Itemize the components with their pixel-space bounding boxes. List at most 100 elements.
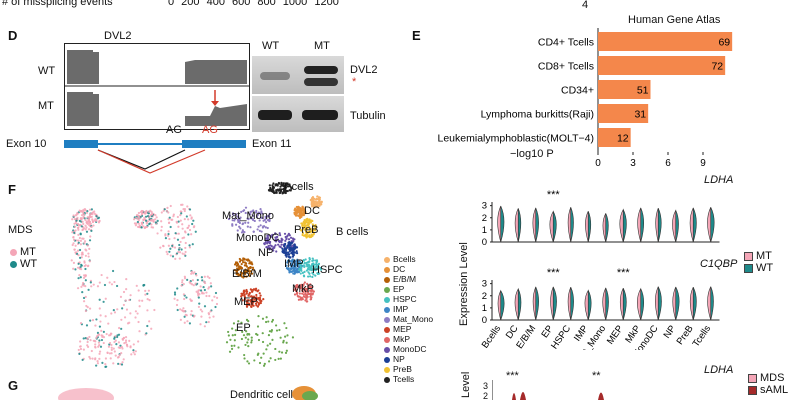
celltype-dot-icon bbox=[384, 256, 390, 263]
celltype-legend-item: EP bbox=[384, 284, 433, 294]
significance-marker: *** bbox=[547, 267, 561, 279]
violin-ylabel: Expression Level bbox=[458, 242, 470, 326]
g-ylabel: Level bbox=[460, 371, 472, 398]
blot-tubulin bbox=[252, 96, 344, 132]
x-tick-label: 3 bbox=[630, 158, 636, 166]
mds-legend-title: MDS bbox=[8, 224, 33, 236]
cluster-label: DC bbox=[304, 205, 320, 217]
blot-asterisk: * bbox=[352, 76, 357, 88]
celltype-legend-item: MonoDC bbox=[384, 344, 433, 354]
violin-ytick: 3 bbox=[482, 201, 487, 212]
celltype-legend-item: HSPC bbox=[384, 294, 433, 304]
violin-gene-top: LDHA bbox=[704, 174, 734, 186]
violin-ytick: 2 bbox=[482, 291, 487, 302]
umap-mds-genotype bbox=[70, 203, 219, 368]
bar-data-label: 31 bbox=[634, 109, 646, 121]
mt-swatch-icon bbox=[744, 251, 753, 261]
bar-data-label: 12 bbox=[617, 133, 629, 145]
mt-exon10-coverage bbox=[67, 92, 99, 126]
ag-alternative: AG bbox=[202, 124, 218, 136]
g-ytick-3: 3 bbox=[483, 381, 489, 391]
exon10-label: Exon 10 bbox=[6, 138, 47, 150]
missplicing-ticks: 0 200 400 600 800 1000 1200 bbox=[168, 0, 339, 8]
violin-ytick: 0 bbox=[482, 315, 487, 326]
coverage-track-box bbox=[64, 43, 250, 130]
cluster-label: NP bbox=[258, 247, 274, 259]
wt-dot-icon bbox=[10, 260, 17, 268]
blot-col-wt: WT bbox=[262, 40, 280, 52]
celltype-dot-icon bbox=[384, 286, 390, 293]
blot-row-dvl2: DVL2 bbox=[350, 64, 378, 76]
bar-0 bbox=[598, 32, 733, 51]
celltype-legend-item: IMP bbox=[384, 304, 433, 314]
mds-legend-wt: WT bbox=[10, 258, 37, 270]
x-tick-label: 9 bbox=[700, 158, 706, 166]
violin-category-label: MEP bbox=[605, 323, 626, 346]
bar-2 bbox=[598, 80, 651, 99]
cluster-label: E/B/M bbox=[232, 268, 262, 280]
x-tick-label: 0 bbox=[595, 158, 601, 166]
significance-marker: *** bbox=[547, 189, 561, 201]
bar-4 bbox=[598, 128, 631, 147]
cluster-label: T cells bbox=[282, 181, 314, 193]
celltype-dot-icon bbox=[384, 356, 390, 363]
celltype-dot-icon bbox=[384, 266, 390, 273]
mt-dot-icon bbox=[10, 248, 17, 256]
umap-g-partial bbox=[58, 388, 114, 400]
panel-g-letter: G bbox=[8, 378, 19, 393]
g-legend: MDS sAML bbox=[748, 372, 788, 396]
celltype-legend-item: Tcells bbox=[384, 374, 433, 384]
wt-exon10-coverage bbox=[67, 50, 99, 84]
bar-category-label: Lymphoma burkitts(Raji) bbox=[481, 109, 594, 121]
track-label-wt: WT bbox=[38, 65, 56, 77]
celltype-dot-icon bbox=[384, 296, 390, 303]
cluster-label: PreB bbox=[294, 224, 319, 236]
violin-ytick: 3 bbox=[482, 279, 487, 290]
wt-exon11-coverage bbox=[185, 60, 247, 84]
celltype-legend-item: NP bbox=[384, 354, 433, 364]
blot-row-tubulin: Tubulin bbox=[350, 110, 386, 122]
g-ytick-2: 2 bbox=[483, 391, 489, 401]
cluster-label: EP bbox=[236, 322, 251, 334]
celltype-dot-icon bbox=[384, 306, 390, 313]
g-gene-label: LDHA bbox=[704, 364, 734, 376]
mds-swatch-icon bbox=[748, 373, 757, 383]
umap-celltypes bbox=[225, 181, 323, 367]
cluster-label: HSPC bbox=[312, 264, 343, 276]
celltype-dot-icon bbox=[384, 376, 390, 383]
top-right-value: 4 bbox=[582, 0, 589, 11]
violin-ytick: 2 bbox=[482, 213, 487, 224]
g-violin-partial bbox=[492, 380, 604, 400]
saml-swatch-icon bbox=[748, 385, 757, 395]
bar-category-label: CD4+ Tcells bbox=[538, 37, 594, 49]
celltype-legend-item: PreB bbox=[384, 364, 433, 374]
cluster-label: Mat_Mono bbox=[222, 210, 274, 222]
cluster-label: MkP bbox=[292, 283, 314, 295]
wt-swatch-icon bbox=[744, 263, 753, 273]
g-sig-1: *** bbox=[506, 370, 519, 382]
celltype-legend-item: MEP bbox=[384, 324, 433, 334]
splice-diagram bbox=[64, 140, 246, 174]
celltype-legend: Bcells DC E/B/M EP HSPC IMP Mat_Mono MEP MkP Mono… bbox=[384, 254, 433, 384]
violin-category-label: Tcells bbox=[691, 323, 714, 349]
track-label-mt: MT bbox=[38, 100, 54, 112]
celltype-legend-item: E/B/M bbox=[384, 274, 433, 284]
chart-xlabel: −log10 P bbox=[510, 148, 554, 160]
bar-data-label: 51 bbox=[637, 85, 649, 97]
bar-3 bbox=[598, 104, 649, 123]
alternative-junction bbox=[97, 149, 206, 174]
celltype-dot-icon bbox=[384, 366, 390, 373]
panel-d-letter: D bbox=[8, 28, 18, 43]
g-sig-2: ** bbox=[592, 370, 601, 382]
bar-data-label: 72 bbox=[711, 61, 723, 73]
violin-ytick: 1 bbox=[482, 303, 487, 314]
x-tick-label: 6 bbox=[665, 158, 671, 166]
missplicing-caption: # of missplicing events bbox=[2, 0, 113, 8]
violin-ytick: 1 bbox=[482, 225, 487, 236]
bar-1 bbox=[598, 56, 726, 75]
cluster-label: IMP bbox=[284, 258, 304, 270]
significance-marker: *** bbox=[617, 267, 631, 279]
violin-category-label: E/B/M bbox=[514, 323, 538, 350]
blot-dvl2 bbox=[252, 56, 344, 94]
